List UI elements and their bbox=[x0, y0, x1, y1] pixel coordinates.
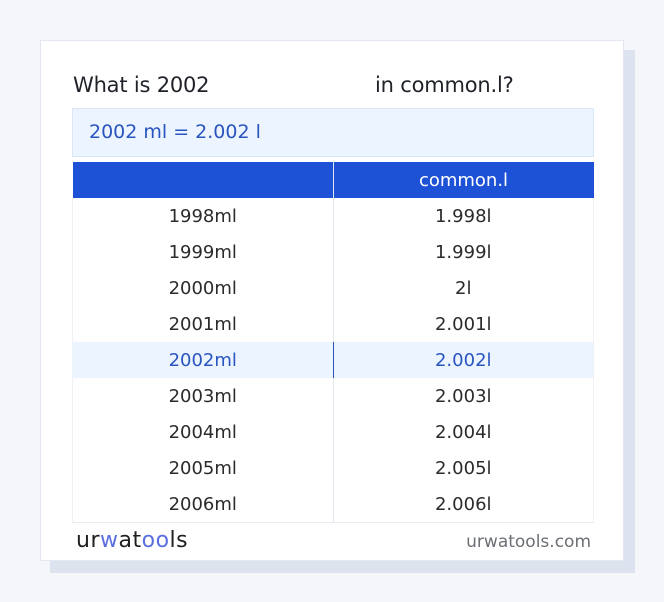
cell-l: 2.001l bbox=[332, 306, 594, 342]
table-row: 2000ml 2l bbox=[73, 270, 594, 306]
table-row-highlighted: 2002ml 2.002l bbox=[72, 342, 594, 378]
cell-ml: 1999ml bbox=[168, 241, 237, 263]
header-ml bbox=[72, 162, 333, 198]
cell-ml: 2000ml bbox=[168, 277, 237, 299]
cell-ml: 2003ml bbox=[168, 385, 237, 407]
cell-l: 2.003l bbox=[332, 378, 594, 414]
question-heading: What is 2002 in common.l? bbox=[73, 73, 593, 101]
cell-ml: 2002ml bbox=[72, 342, 333, 378]
cell-l: 2.002l bbox=[332, 342, 594, 378]
table-row: 2001ml 2.001l bbox=[73, 306, 594, 342]
logo-part: at bbox=[118, 528, 142, 553]
logo-part-accent: oo bbox=[141, 528, 170, 553]
question-suffix: in common.l? bbox=[375, 73, 514, 97]
urwatools-logo: urwatools bbox=[76, 528, 188, 553]
table-row: 1998ml 1.998l bbox=[73, 198, 594, 234]
header-common-l: common.l bbox=[332, 162, 594, 198]
answer-box: 2002 ml = 2.002 l bbox=[72, 108, 594, 157]
conversion-card: What is 2002 in common.l? 2002 ml = 2.00… bbox=[40, 40, 624, 561]
table-row: 1999ml 1.999l bbox=[73, 234, 594, 270]
cell-ml: 2004ml bbox=[168, 421, 237, 443]
conversion-table: common.l 1998ml 1.998l 1999ml 1.999l 2000m… bbox=[72, 162, 594, 523]
table-header-row: common.l bbox=[72, 162, 594, 198]
cell-l: 2l bbox=[332, 270, 594, 306]
cell-l: 2.006l bbox=[332, 486, 594, 523]
cell-ml: 2005ml bbox=[168, 457, 237, 479]
site-url: urwatools.com bbox=[466, 532, 591, 552]
cell-ml: 2006ml bbox=[72, 486, 333, 523]
cell-l: 1.999l bbox=[332, 234, 594, 270]
cell-ml: 2001ml bbox=[168, 313, 237, 335]
cell-l: 1.998l bbox=[332, 198, 594, 234]
table-row: 2004ml 2.004l bbox=[73, 414, 594, 450]
question-prefix: What is 2002 bbox=[73, 73, 210, 97]
logo-part: ur bbox=[76, 528, 100, 553]
logo-part: ls bbox=[169, 528, 189, 553]
table-row: 2005ml 2.005l bbox=[73, 450, 594, 486]
table-row: 2006ml 2.006l bbox=[72, 486, 594, 523]
cell-l: 2.005l bbox=[332, 450, 594, 486]
table-row: 2003ml 2.003l bbox=[73, 378, 594, 414]
cell-l: 2.004l bbox=[332, 414, 594, 450]
cell-ml: 1998ml bbox=[168, 205, 237, 227]
logo-part-accent: w bbox=[100, 528, 119, 553]
